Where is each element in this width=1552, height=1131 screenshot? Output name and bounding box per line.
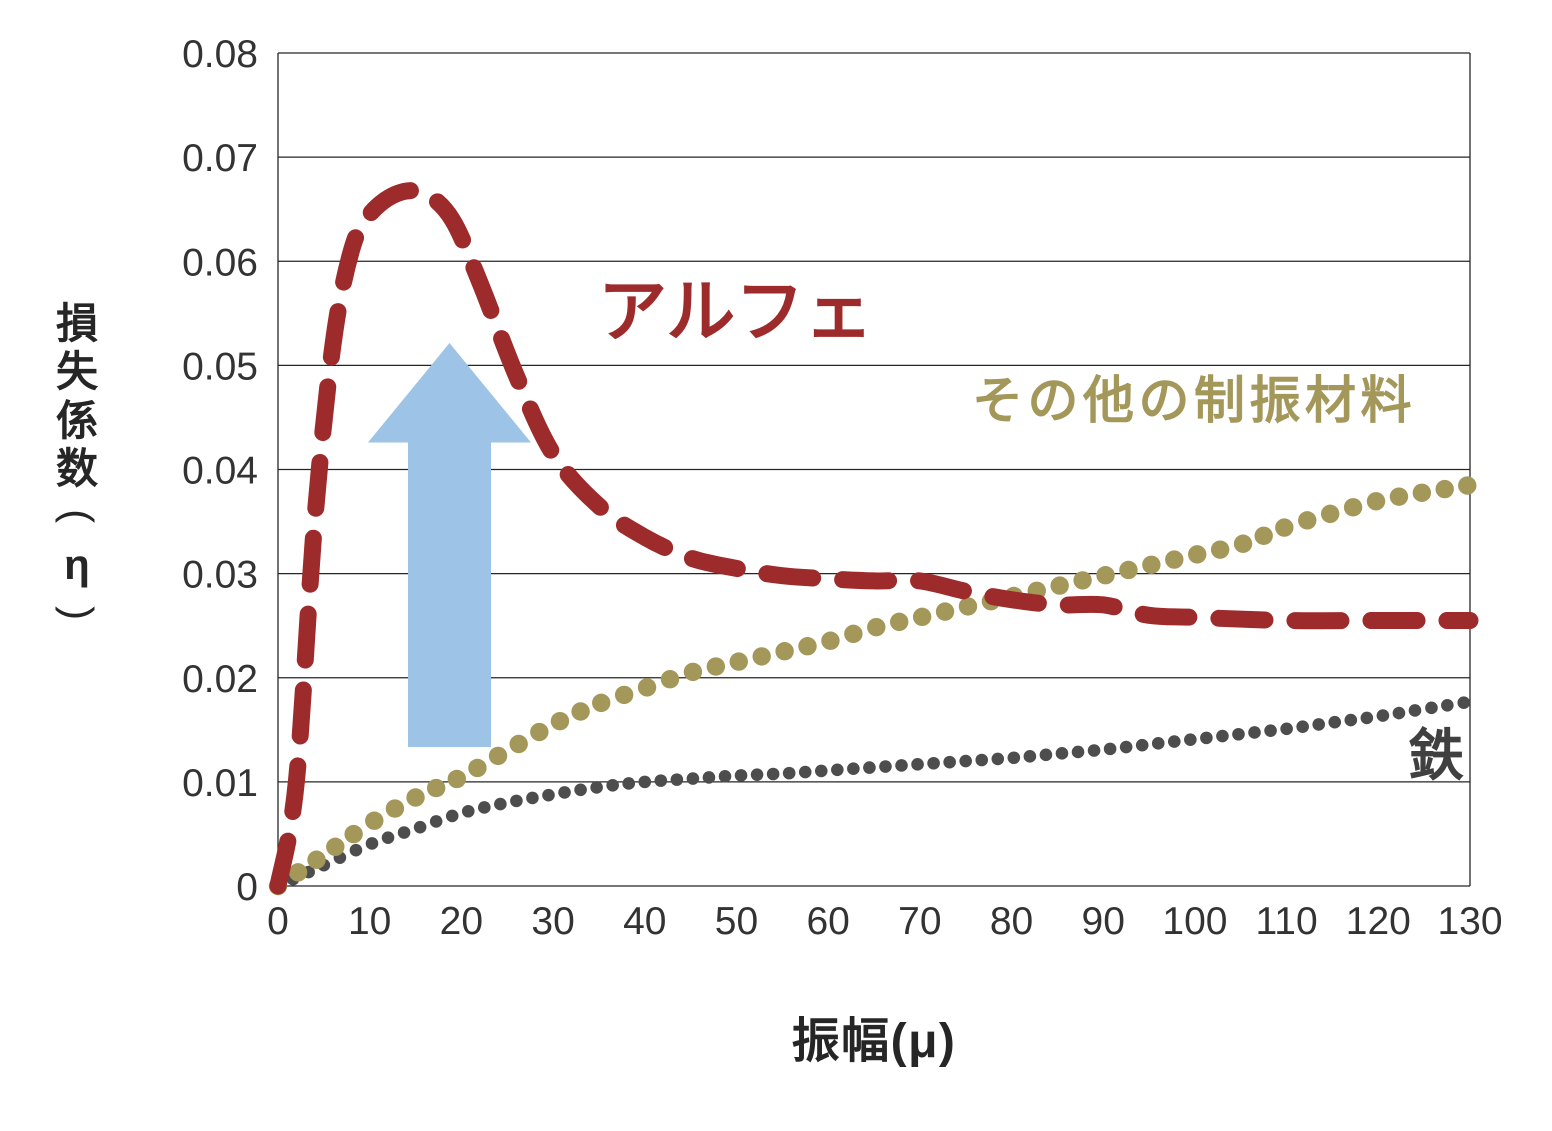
svg-text:80: 80: [990, 900, 1033, 943]
svg-text:50: 50: [715, 900, 758, 943]
svg-text:0.05: 0.05: [182, 345, 258, 388]
svg-text:0.01: 0.01: [182, 762, 258, 805]
svg-text:0.03: 0.03: [182, 554, 258, 597]
svg-text:110: 110: [1256, 900, 1318, 943]
svg-text:0.02: 0.02: [182, 658, 258, 701]
svg-text:20: 20: [440, 900, 483, 943]
svg-text:70: 70: [898, 900, 941, 943]
svg-text:鉄: 鉄: [1408, 724, 1464, 787]
svg-text:90: 90: [1082, 900, 1125, 943]
svg-text:100: 100: [1162, 900, 1227, 943]
svg-text:0.08: 0.08: [182, 33, 258, 76]
svg-text:10: 10: [348, 900, 391, 943]
svg-text:30: 30: [531, 900, 574, 943]
svg-text:その他の制振材料: その他の制振材料: [972, 372, 1416, 429]
svg-text:0.04: 0.04: [182, 450, 258, 493]
svg-text:120: 120: [1346, 900, 1411, 943]
svg-text:130: 130: [1437, 900, 1502, 943]
svg-text:振幅(μ): 振幅(μ): [792, 1015, 957, 1068]
svg-text:0.07: 0.07: [182, 137, 258, 180]
svg-text:0: 0: [267, 900, 289, 943]
svg-text:0: 0: [236, 866, 258, 909]
svg-text:60: 60: [806, 900, 849, 943]
svg-text:アルフェ: アルフェ: [598, 273, 873, 350]
svg-text:40: 40: [623, 900, 666, 943]
svg-text:0.06: 0.06: [182, 241, 258, 284]
